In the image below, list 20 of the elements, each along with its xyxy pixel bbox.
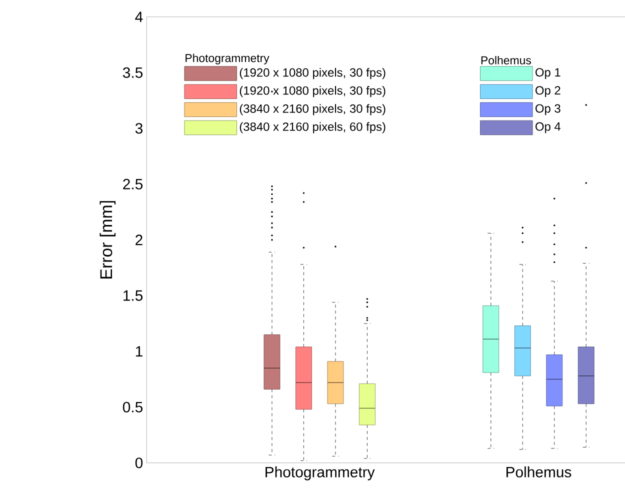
legend-label: (3840 x 2160 pixels, 60 fps): [240, 122, 386, 134]
y-tick-label: 1.5: [124, 290, 143, 301]
legend-label: (1920 x 1080 pixels, 30 fps): [240, 68, 386, 80]
y-tick-label: 0: [135, 458, 143, 468]
annotation: Photogrammetry: [186, 54, 270, 64]
legend-label: (1920 x 1080 pixels, 30 fps): [240, 86, 386, 98]
y-tick-label: 4: [135, 12, 143, 22]
annotation: Polhemus: [481, 56, 531, 64]
y-axis-title: Error [mm]: [100, 201, 116, 278]
legend-label: Op 2: [536, 86, 560, 98]
y-tick-label: 3: [135, 123, 142, 134]
legend-label: Op 3: [536, 104, 560, 116]
legend-label: Op 1: [536, 68, 560, 79]
y-tick-label: 2.5: [123, 178, 143, 190]
legend-label: (3840 x 2160 pixels, 30 fps): [240, 104, 386, 116]
legend-label: Op 4: [536, 122, 561, 134]
y-tick-label: 1: [136, 346, 142, 357]
y-tick-label: 2: [136, 234, 142, 246]
y-tick-label: 3.5: [122, 67, 143, 78]
y-tick-label: 0.5: [122, 402, 143, 412]
